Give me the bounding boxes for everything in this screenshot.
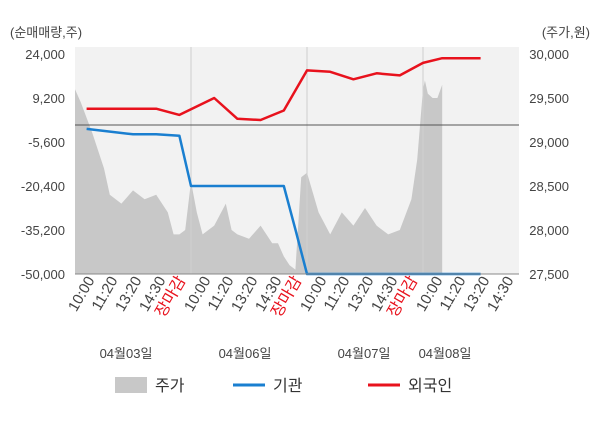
left-tick-label: -20,400 <box>21 179 65 194</box>
right-tick-label: 28,000 <box>529 223 569 238</box>
date-label: 04월08일 <box>419 346 472 361</box>
legend-label-foreign: 외국인 <box>408 377 452 395</box>
x-axis-ticks: 10:0011:2013:2014:30장마감10:0011:2013:2014… <box>65 273 517 320</box>
left-tick-label: -35,200 <box>21 223 65 238</box>
date-label: 04월06일 <box>219 346 272 361</box>
date-label: 04월03일 <box>100 346 153 361</box>
session-divider-layer <box>190 47 424 274</box>
right-tick-label: 30,000 <box>529 47 569 62</box>
right-tick-label: 29,500 <box>529 91 569 106</box>
date-label: 04월07일 <box>338 346 391 361</box>
left-tick-label: -50,000 <box>21 267 65 282</box>
foreign-line <box>86 56 481 122</box>
left-tick-label: 24,000 <box>25 47 65 62</box>
price-area <box>75 80 443 275</box>
legend: 주가 기관 외국인 <box>115 377 452 395</box>
legend-label-price: 주가 <box>155 377 185 395</box>
legend-label-institution: 기관 <box>273 377 303 395</box>
left-axis-ticks: 24,000 9,200 -5,600 -20,400 -35,200 -50,000 <box>21 47 65 282</box>
right-unit-label: (주가,원) <box>542 25 590 40</box>
right-tick-label: 27,500 <box>529 267 569 282</box>
right-tick-label: 28,500 <box>529 179 569 194</box>
price-area-layer <box>75 80 443 275</box>
legend-swatch-price <box>115 377 147 393</box>
date-labels: 04월03일 04월06일 04월07일 04월08일 <box>100 346 472 361</box>
left-tick-label: 9,200 <box>32 91 65 106</box>
left-unit-label: (순매매량,주) <box>10 25 82 40</box>
right-tick-label: 29,000 <box>529 135 569 150</box>
left-tick-label: -5,600 <box>28 135 65 150</box>
right-axis-ticks: 30,000 29,500 29,000 28,500 28,000 27,500 <box>529 47 569 282</box>
